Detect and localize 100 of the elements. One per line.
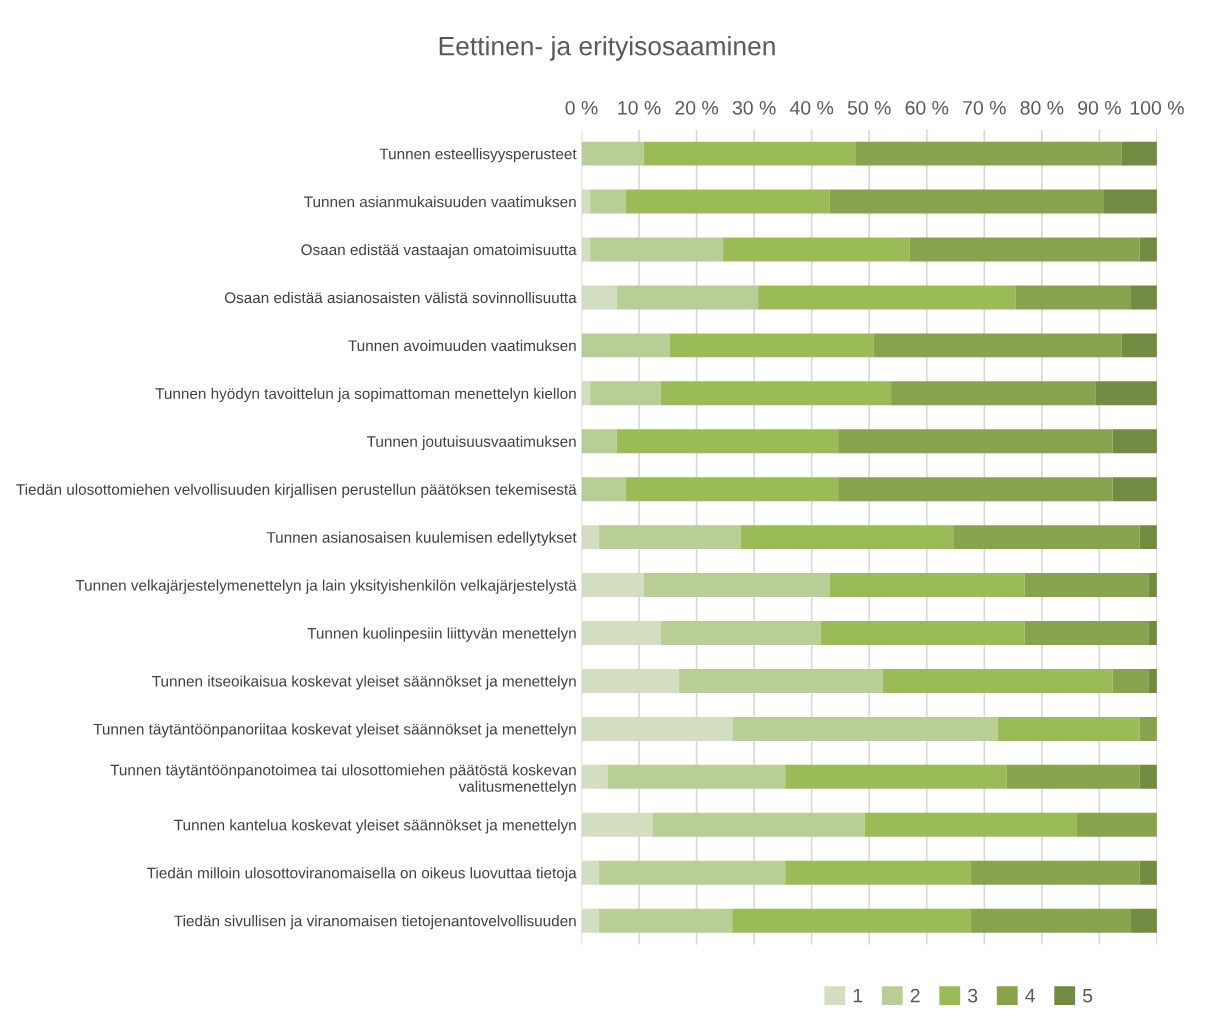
bar bbox=[1095, 381, 1157, 406]
bar bbox=[732, 908, 972, 933]
y-tick-label: Tunnen avoimuuden vaatimuksen bbox=[348, 339, 576, 352]
bar bbox=[971, 908, 1132, 933]
bar bbox=[1076, 812, 1157, 837]
legend-label: 3 bbox=[968, 988, 978, 1003]
y-tick-label: Tunnen velkajärjestelymenettelyn ja lain yksityishenkilön velkajärjestelystä bbox=[75, 579, 577, 594]
legend-label: 1 bbox=[853, 988, 863, 1003]
x-tick-label: 70 % bbox=[963, 100, 1006, 115]
bar bbox=[616, 285, 759, 310]
bar bbox=[581, 429, 617, 454]
legend-label: 2 bbox=[910, 988, 920, 1003]
y-tick-label: Tunnen kuolinpesiin liittyvän menettelyn bbox=[307, 627, 576, 642]
bar bbox=[598, 860, 786, 885]
bar bbox=[873, 333, 1122, 358]
bar bbox=[581, 668, 679, 693]
bar bbox=[1148, 621, 1157, 645]
bar bbox=[669, 333, 874, 358]
bar bbox=[581, 860, 599, 885]
x-tick-label: 20 % bbox=[675, 100, 719, 115]
y-tick-label: Tunnen asianosaisen kuulemisen edellytykset bbox=[266, 531, 577, 546]
bar bbox=[590, 237, 724, 262]
bar bbox=[1112, 668, 1149, 693]
bar bbox=[1139, 525, 1157, 550]
bar bbox=[581, 285, 617, 310]
y-tick-label: Tiedän ulosottomiehen velvollisuuden kirjallisen perustellun päätöksen tekemisestä bbox=[16, 483, 577, 498]
bar bbox=[598, 525, 741, 550]
bar bbox=[997, 716, 1140, 741]
y-tick-label: Tunnen itseoikaisua koskevat yleiset säännökset ja menettelyn bbox=[152, 675, 576, 690]
bar bbox=[1148, 668, 1157, 693]
bar bbox=[581, 141, 644, 166]
bar bbox=[740, 525, 954, 550]
bar bbox=[607, 764, 786, 789]
bar bbox=[855, 141, 1122, 166]
bar bbox=[1006, 764, 1140, 789]
bar bbox=[625, 477, 839, 502]
bar bbox=[598, 908, 733, 933]
bar bbox=[1112, 477, 1157, 502]
y-tick-label: Tunnen joutuisuusvaatimuksen bbox=[366, 435, 576, 450]
bar bbox=[732, 716, 998, 741]
y-tick-label: Tiedän milloin ulosottoviranomaisella on oikeus luovuttaa tietoja bbox=[147, 867, 577, 882]
bar bbox=[820, 621, 1025, 645]
bar bbox=[581, 716, 733, 741]
bar bbox=[1148, 573, 1157, 598]
bar bbox=[660, 381, 892, 406]
bar bbox=[643, 573, 830, 598]
bar bbox=[590, 189, 626, 214]
bar bbox=[616, 429, 839, 454]
x-tick-label: 90 % bbox=[1078, 100, 1121, 115]
bar bbox=[1139, 716, 1157, 741]
bar bbox=[971, 860, 1140, 885]
bar bbox=[953, 525, 1140, 550]
bar bbox=[785, 860, 972, 885]
bar bbox=[581, 525, 599, 550]
bar bbox=[581, 908, 599, 933]
x-tick-label: 100 % bbox=[1130, 100, 1184, 115]
bar bbox=[1024, 621, 1149, 645]
legend-label: 4 bbox=[1025, 988, 1035, 1003]
bar bbox=[838, 477, 1113, 502]
bar bbox=[1139, 764, 1157, 789]
x-tick-label: 30 % bbox=[732, 100, 776, 115]
y-tick-label: Tunnen hyödyn tavoittelun ja sopimattoman menettelyn kiellon bbox=[155, 387, 576, 403]
bar bbox=[581, 621, 661, 645]
bar bbox=[882, 668, 1113, 693]
bar bbox=[829, 573, 1025, 598]
bar bbox=[581, 381, 591, 406]
y-tick-label: Osaan edistää vastaajan omatoimisuutta bbox=[301, 243, 577, 259]
bar bbox=[1015, 285, 1132, 310]
bar bbox=[1131, 285, 1157, 310]
y-tick-label: Tunnen kantelua koskevat yleiset säännökset ja menettelyn bbox=[174, 819, 576, 834]
y-tick-label: Tunnen esteellisyysperusteet bbox=[379, 148, 577, 163]
bar bbox=[581, 189, 591, 214]
chart-title: Eettinen- ja erityisosaaminen bbox=[439, 36, 775, 61]
legend-label: 5 bbox=[1083, 988, 1093, 1003]
y-tick-label: Tunnen asianmukaisuuden vaatimuksen bbox=[304, 196, 576, 208]
bar bbox=[643, 141, 856, 166]
bar bbox=[785, 764, 1007, 789]
y-tick-label: Tunnen täytäntöönpanotoimea tai ulosottomiehen päätöstä koskevan valitusmenettelyn bbox=[110, 764, 576, 795]
bar bbox=[838, 429, 1113, 454]
y-tick-label: Tiedän sivullisen ja viranomaisen tietojenantovelvollisuuden bbox=[174, 915, 576, 930]
bar bbox=[1112, 429, 1157, 454]
x-tick-label: 40 % bbox=[789, 100, 834, 115]
bar bbox=[581, 477, 626, 502]
bar bbox=[581, 333, 670, 358]
x-tick-label: 80 % bbox=[1020, 100, 1064, 115]
bar bbox=[660, 621, 821, 645]
bar bbox=[864, 812, 1077, 837]
x-tick-label: 0 % bbox=[565, 100, 598, 115]
bar bbox=[909, 237, 1140, 262]
bar bbox=[1121, 141, 1157, 166]
bar bbox=[652, 812, 865, 837]
bar bbox=[590, 381, 661, 406]
bar bbox=[891, 381, 1096, 406]
bar bbox=[625, 189, 830, 214]
bar bbox=[581, 764, 608, 789]
bar bbox=[723, 237, 910, 262]
bar bbox=[1024, 573, 1149, 598]
x-tick-label: 10 % bbox=[618, 100, 661, 115]
bar bbox=[581, 812, 653, 837]
bar bbox=[581, 573, 644, 598]
